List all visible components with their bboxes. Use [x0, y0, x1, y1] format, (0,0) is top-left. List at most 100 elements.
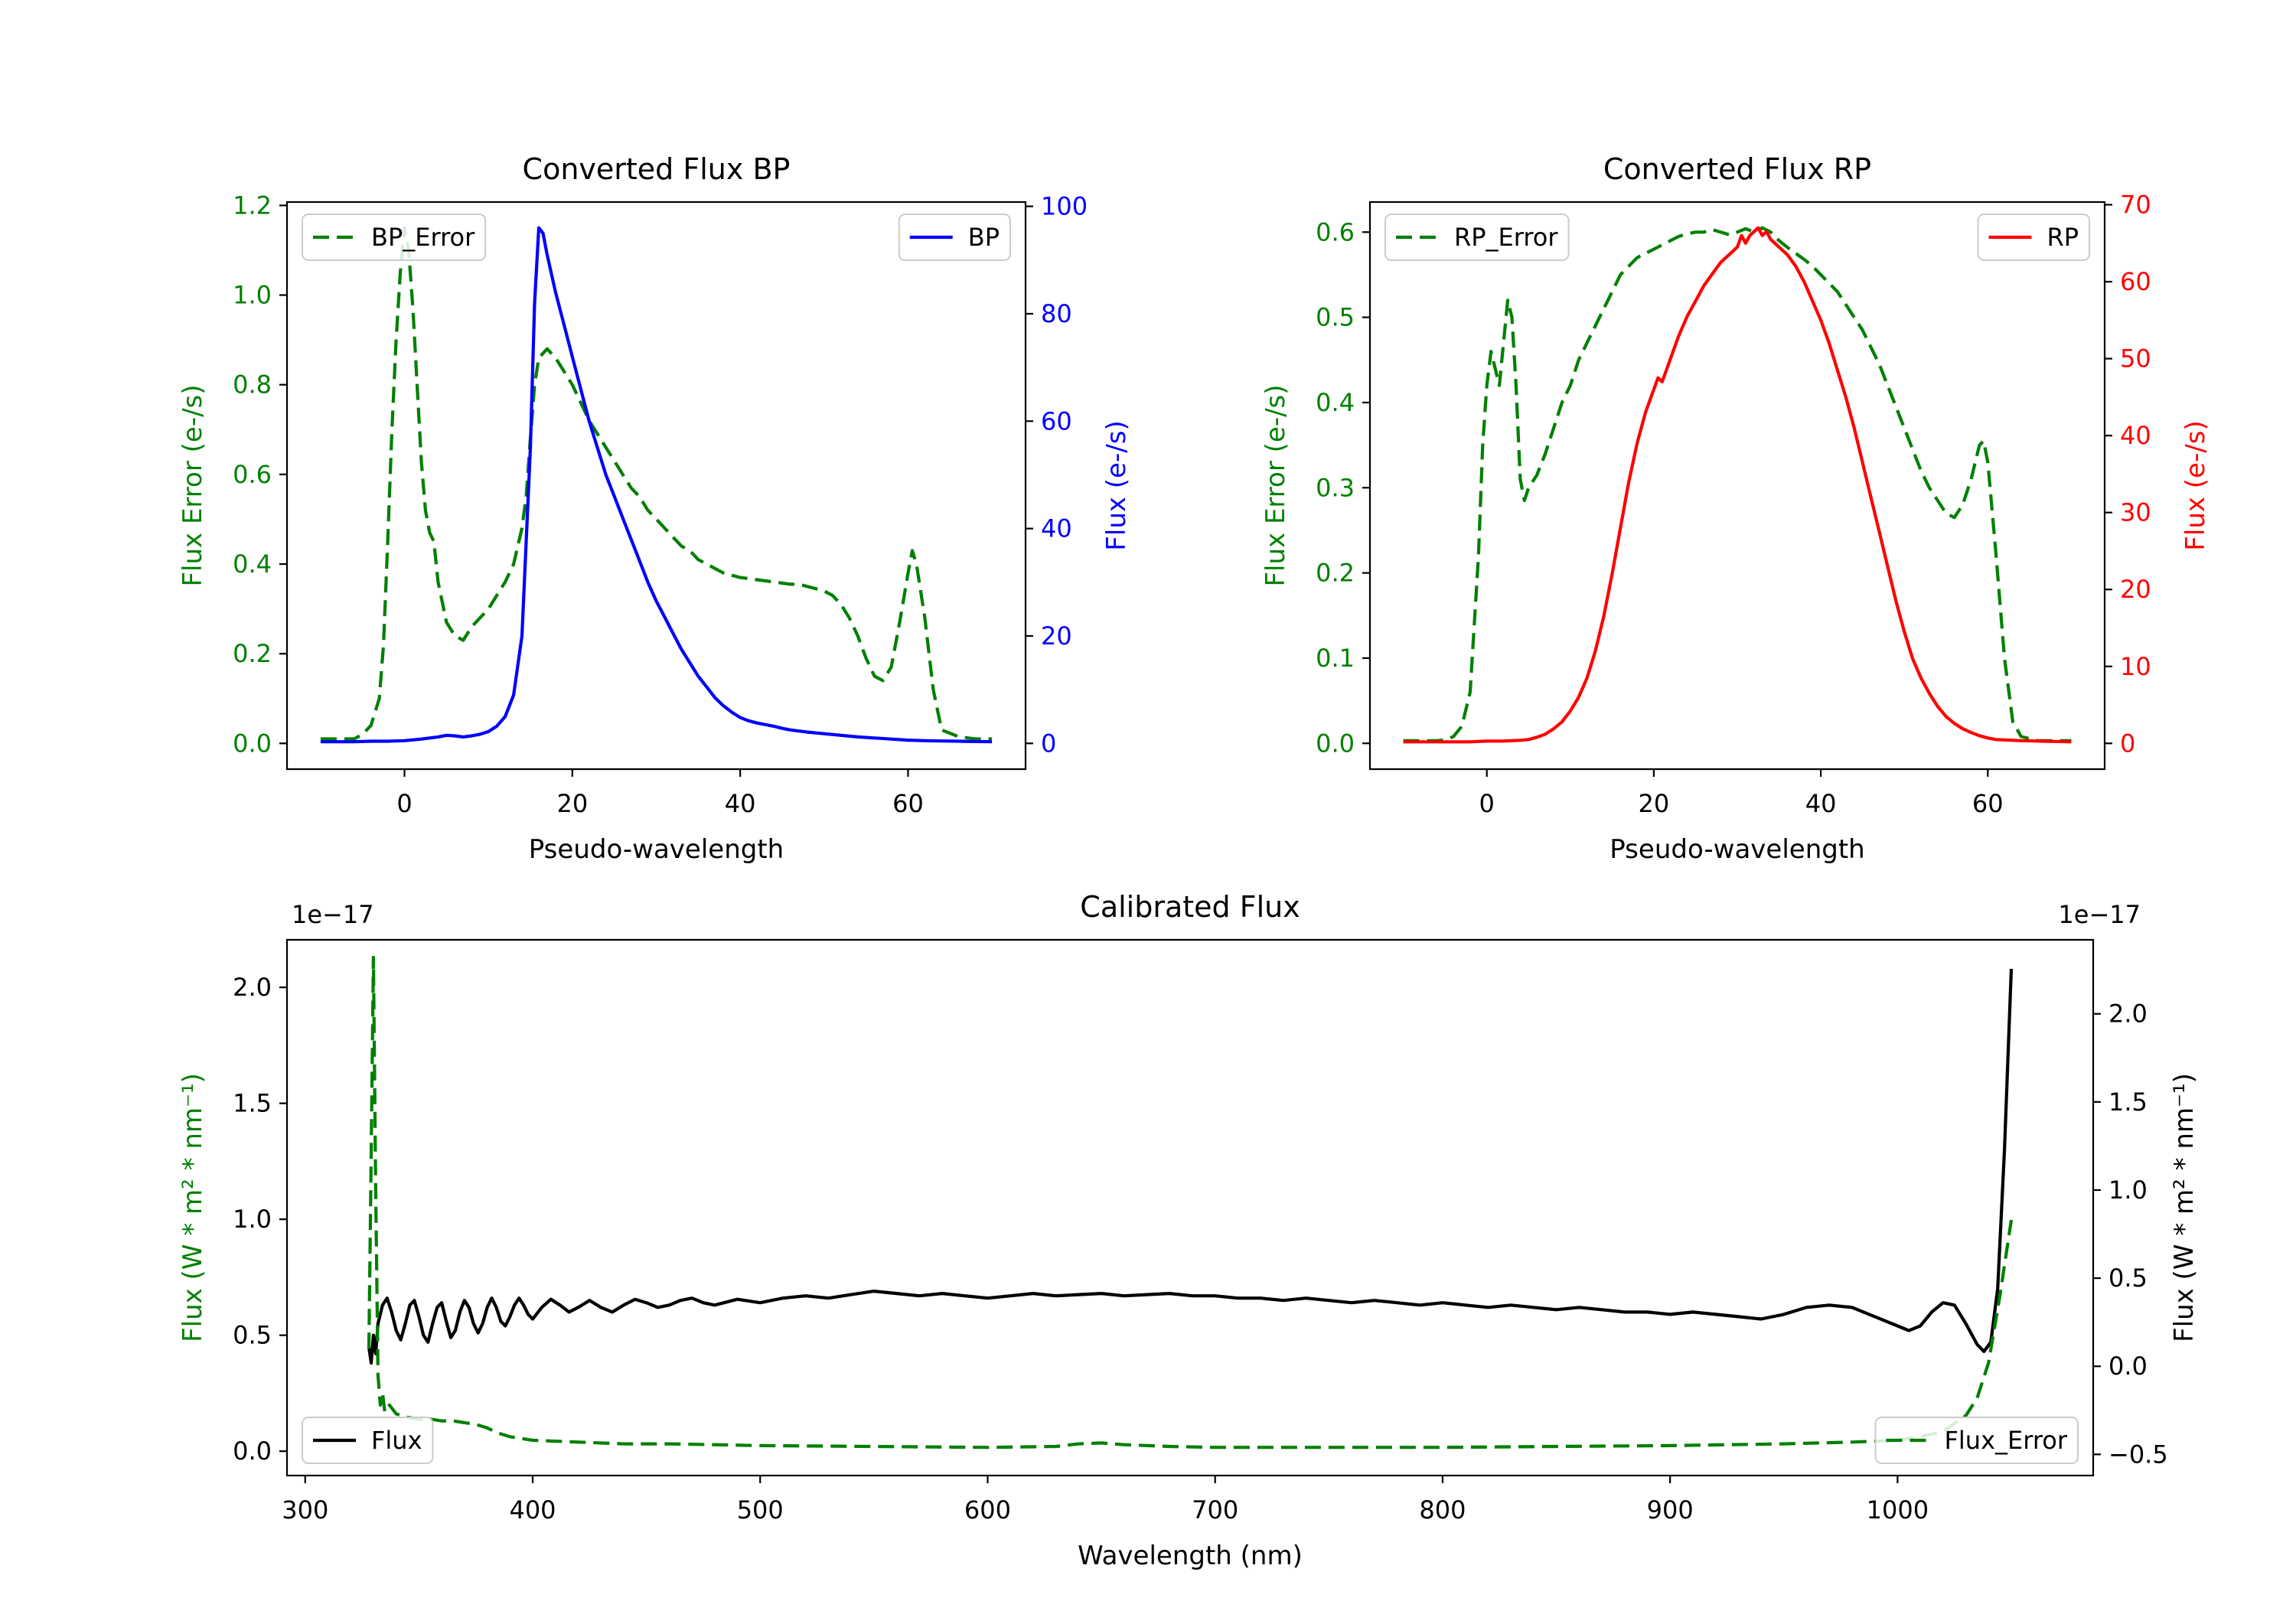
x-axis-label: Wavelength (nm): [1078, 1541, 1303, 1571]
legend-box: [1977, 214, 2090, 261]
x-axis-label: Pseudo-wavelength: [529, 834, 784, 865]
legend-RP_Error: RP_Error: [1384, 214, 1570, 261]
x-tick-label: 700: [1192, 1495, 1238, 1525]
y-tick-label-left: 0.4: [1316, 388, 1355, 417]
y-tick-label-right: 20: [1041, 621, 1072, 651]
x-tick-label: 0: [1479, 789, 1495, 818]
chart-1: 0 20 40 60 0.0 0.2 0.4 0.6 0.8 1.0 1.2 Flux Error (…: [178, 152, 1132, 865]
y-axis-label-right: Flux (e-/s): [1101, 420, 1132, 550]
chart-title: Converted Flux RP: [1603, 152, 1871, 186]
x-axis-label: Pseudo-wavelength: [1609, 834, 1864, 865]
x-tick-label: 40: [1805, 789, 1837, 818]
legend-label: BP_Error: [371, 223, 475, 252]
y-tick-label-right: 1.0: [2108, 1176, 2148, 1205]
legend-box: [1384, 214, 1570, 261]
y-tick-label-left: 0.0: [1316, 729, 1355, 758]
chart-3: 300 400 500 600 700 800 900 1000 0.0 0.5 1.0 1.5 2.0…: [178, 890, 2200, 1571]
y-axis-label-left: Flux Error (e-/s): [178, 384, 208, 586]
y-tick-label-left: 1.2: [233, 191, 272, 220]
y-tick-label-right: 60: [2120, 267, 2151, 296]
legend-Flux: Flux: [302, 1417, 434, 1464]
x-tick-label: 900: [1647, 1495, 1694, 1525]
legend-label: Flux_Error: [1944, 1426, 2067, 1455]
series-BP: [320, 226, 993, 744]
y-axis-label-left: Flux (W * m² * nm⁻¹): [178, 1073, 208, 1342]
legend-label: Flux: [371, 1426, 422, 1455]
x-tick-label: 40: [725, 789, 756, 818]
legend-BP: BP: [898, 214, 1011, 261]
y-tick-label-left: 0.3: [1316, 473, 1355, 502]
y-tick-label-right: 2.0: [2108, 1000, 2148, 1029]
x-tick-label: 600: [964, 1495, 1011, 1525]
x-tick-label: 20: [556, 789, 588, 818]
y-axis-label-right: Flux (W * m² * nm⁻¹): [2169, 1073, 2200, 1342]
y-tick-label-right: −0.5: [2108, 1440, 2168, 1469]
y-tick-label-left: 1.0: [233, 1205, 272, 1234]
x-tick-label: 60: [892, 789, 924, 818]
y-tick-label-left: 0.1: [1316, 644, 1355, 673]
y-tick-label-left: 0.2: [1316, 559, 1355, 588]
y-tick-label-right: 0: [1041, 729, 1056, 758]
legend-label: BP: [968, 223, 1000, 252]
chart-title: Converted Flux BP: [523, 152, 791, 186]
offset-text-right: 1e−17: [2058, 900, 2141, 929]
legend-label: RP_Error: [1454, 223, 1558, 252]
y-tick-label-right: 100: [1041, 192, 1088, 221]
x-tick-label: 60: [1972, 789, 2004, 818]
y-tick-label-left: 0.6: [233, 460, 272, 489]
y-tick-label-left: 0.4: [233, 550, 272, 579]
x-tick-label: 1000: [1867, 1495, 1929, 1525]
x-tick-label: 300: [282, 1495, 328, 1525]
y-tick-label-left: 0.0: [233, 1437, 272, 1466]
legend-box: [302, 1417, 434, 1464]
y-tick-label-right: 0.0: [2108, 1352, 2148, 1381]
y-tick-label-right: 50: [2120, 344, 2151, 373]
axes-frame: [285, 938, 2095, 1477]
y-tick-label-right: 80: [1041, 299, 1072, 328]
series-BP_Error: [320, 226, 993, 741]
axes-frame: [285, 201, 1027, 771]
y-tick-label-left: 0.6: [1316, 217, 1355, 246]
legend-Flux_Error: Flux_Error: [1874, 1417, 2079, 1464]
x-tick-label: 20: [1639, 789, 1670, 818]
y-tick-label-right: 0.5: [2108, 1264, 2148, 1293]
y-tick-label-left: 2.0: [233, 973, 272, 1002]
x-tick-label: 400: [509, 1495, 556, 1525]
y-tick-label-left: 0.5: [233, 1321, 272, 1350]
legend-BP_Error: BP_Error: [302, 214, 487, 261]
series-Flux_Error: [367, 955, 2014, 1450]
x-tick-label: 0: [396, 789, 412, 818]
y-tick-label-right: 20: [2120, 575, 2151, 604]
y-tick-label-left: 1.0: [233, 281, 272, 310]
legend-RP: RP: [1977, 214, 2090, 261]
y-tick-label-left: 0.2: [233, 639, 272, 668]
x-tick-label: 800: [1419, 1495, 1466, 1525]
y-tick-label-left: 1.5: [233, 1089, 272, 1118]
chart-title: Calibrated Flux: [1080, 890, 1300, 924]
y-tick-label-right: 40: [1041, 514, 1072, 543]
legend-label: RP: [2047, 223, 2079, 252]
legend-box: [1874, 1417, 2079, 1464]
y-tick-label-right: 70: [2120, 191, 2151, 220]
offset-text-left: 1e−17: [292, 900, 374, 929]
y-tick-label-left: 0.0: [233, 729, 272, 758]
series-Flux: [367, 968, 2014, 1365]
y-tick-label-right: 10: [2120, 652, 2151, 681]
y-tick-label-right: 0: [2120, 729, 2135, 758]
y-tick-label-right: 40: [2120, 421, 2151, 450]
y-tick-label-left: 0.5: [1316, 303, 1355, 332]
y-axis-label-right: Flux (e-/s): [2180, 420, 2211, 550]
chart-2: 0 20 40 60 0.0 0.1 0.2 0.3 0.4 0.5 0.6 Flux Error (…: [1261, 152, 2211, 865]
y-axis-label-left: Flux Error (e-/s): [1261, 384, 1291, 586]
legend-box: [302, 214, 487, 261]
y-tick-label-right: 1.5: [2108, 1088, 2148, 1117]
y-tick-label-right: 60: [1041, 406, 1072, 435]
y-tick-label-right: 30: [2120, 498, 2151, 527]
series-RP_Error: [1403, 226, 2072, 742]
legend-box: [898, 214, 1011, 261]
y-tick-label-left: 0.8: [233, 370, 272, 399]
axes-frame: [1368, 201, 2106, 771]
